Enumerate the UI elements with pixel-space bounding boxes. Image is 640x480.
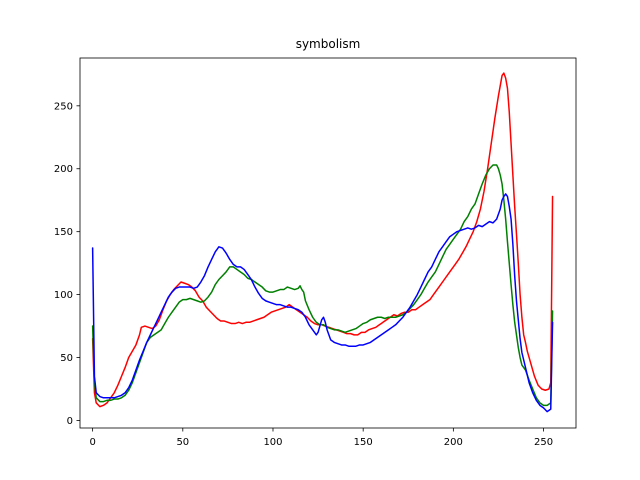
y-tick-label: 150 (54, 227, 73, 238)
chart-title: symbolism (296, 37, 361, 51)
y-tick-label: 0 (67, 416, 73, 427)
y-tick-label: 50 (60, 353, 73, 364)
x-tick-label: 150 (354, 437, 373, 448)
x-tick-label: 50 (176, 437, 189, 448)
x-tick-label: 100 (263, 437, 282, 448)
axes-frame (79, 57, 577, 429)
x-tick-label: 0 (89, 437, 95, 448)
x-tick-label: 200 (444, 437, 463, 448)
y-tick-label: 250 (54, 101, 73, 112)
series-layer (91, 72, 554, 413)
y-tick-label: 200 (54, 164, 73, 175)
y-axis: 0 50 100 150 200 250 (54, 101, 80, 427)
y-tick-label: 100 (54, 290, 73, 301)
x-axis: 0 50 100 150 200 250 (89, 428, 553, 448)
series-line-2 (91, 193, 554, 413)
x-tick-label: 250 (534, 437, 553, 448)
series-line-1 (91, 164, 554, 407)
